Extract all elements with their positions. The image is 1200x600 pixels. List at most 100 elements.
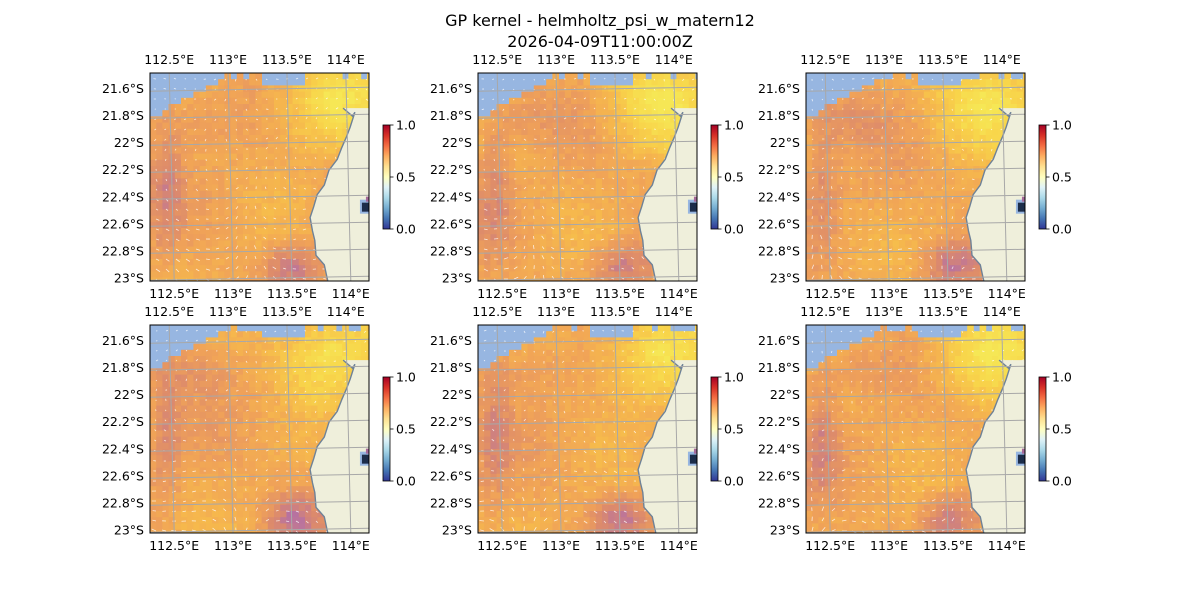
quiver-arrow <box>225 256 229 260</box>
field-cell <box>911 190 918 198</box>
quiver-arrow <box>164 128 167 131</box>
field-cell <box>626 190 634 198</box>
field-cell <box>212 209 219 216</box>
field-cell <box>892 141 900 148</box>
field-cell <box>936 110 943 117</box>
field-cell <box>292 234 300 241</box>
field-cell <box>502 135 510 142</box>
field-cell <box>855 153 863 161</box>
field-cell <box>589 271 597 278</box>
field-cell <box>830 184 838 192</box>
field-cell <box>280 215 287 223</box>
field-cell <box>360 104 368 111</box>
quiver-arrow <box>543 147 546 150</box>
meridian-line <box>168 73 175 281</box>
quiver-arrow <box>851 117 854 120</box>
field-cell <box>533 209 541 216</box>
quiver-arrow <box>848 207 853 210</box>
field-cell <box>905 246 912 254</box>
field-cell <box>230 197 238 204</box>
field-cell <box>849 147 856 154</box>
field-cell <box>249 73 256 80</box>
field-cell <box>589 147 597 154</box>
field-cell <box>812 228 819 235</box>
field-cell <box>218 166 225 173</box>
field-cell <box>967 141 974 148</box>
field-cell <box>496 135 504 142</box>
field-cell <box>484 234 491 241</box>
field-cell <box>892 197 900 204</box>
field-cell <box>855 240 863 247</box>
field-cell <box>490 246 497 254</box>
field-cell <box>688 79 696 86</box>
map-svg: 112.5°E112.5°E113°E113°E113.5°E113.5°E11… <box>430 52 744 301</box>
field-cell <box>305 79 312 86</box>
field-cell <box>267 116 275 123</box>
field-cell <box>298 135 306 142</box>
field-cell <box>502 159 510 167</box>
quiver-arrow <box>285 127 288 130</box>
quiver-arrow <box>910 197 913 200</box>
field-cell <box>205 85 213 92</box>
quiver-arrow <box>295 97 298 100</box>
field-cell <box>156 166 163 173</box>
field-cell <box>280 159 287 167</box>
field-cell <box>824 135 832 142</box>
field-cell <box>478 271 485 278</box>
field-cell <box>577 97 584 105</box>
field-cell <box>490 209 497 216</box>
quiver-arrow <box>325 88 328 90</box>
field-cell <box>478 172 485 179</box>
quiver-arrow <box>839 275 843 280</box>
field-cell <box>657 128 665 136</box>
field-cell <box>558 246 566 254</box>
field-cell <box>540 85 547 92</box>
field-cell <box>985 85 993 92</box>
quiver-arrow <box>961 206 965 210</box>
field-cell <box>849 190 856 198</box>
map-frame <box>805 72 1026 282</box>
quiver-arrow <box>961 226 964 230</box>
field-cell <box>199 265 207 272</box>
field-cell <box>162 271 169 278</box>
quiver-arrow <box>174 138 177 141</box>
quiver-arrow <box>591 218 595 221</box>
field-cell <box>199 240 207 247</box>
field-cell <box>917 122 925 130</box>
field-cell <box>509 159 516 167</box>
field-cell <box>348 85 355 92</box>
field-cell <box>193 110 200 117</box>
field-cell <box>676 79 683 86</box>
field-cell <box>193 172 200 179</box>
quiver-arrow <box>184 148 187 151</box>
field-cell <box>156 147 163 154</box>
quiver-arrow <box>215 237 220 240</box>
quiver-arrow <box>593 117 596 120</box>
lon-tick-label-bottom: 113.5°E <box>923 286 973 301</box>
quiver-arrow <box>551 237 555 240</box>
field-cell <box>979 135 987 142</box>
quiver-arrow <box>971 267 976 270</box>
field-cell <box>843 228 850 235</box>
quiver-arrow <box>205 198 208 201</box>
field-cell <box>187 234 194 241</box>
field-cell <box>199 147 207 154</box>
field-cell <box>830 234 838 241</box>
field-cell <box>243 271 250 278</box>
field-cell <box>892 166 900 173</box>
quiver-arrow <box>194 128 197 131</box>
field-cell <box>571 73 578 80</box>
field-cell <box>948 141 956 148</box>
quiver-arrow <box>881 77 884 80</box>
field-cell <box>942 110 949 117</box>
quiver-arrow <box>275 118 278 120</box>
field-cell <box>205 91 213 99</box>
field-cell <box>243 209 250 216</box>
quiver-arrow <box>951 128 954 131</box>
quiver-arrow <box>821 157 824 160</box>
field-cell <box>892 122 900 130</box>
field-cell <box>985 116 993 123</box>
quiver-arrow <box>869 248 873 251</box>
quiver-arrow <box>861 77 865 80</box>
field-cell <box>292 172 300 179</box>
